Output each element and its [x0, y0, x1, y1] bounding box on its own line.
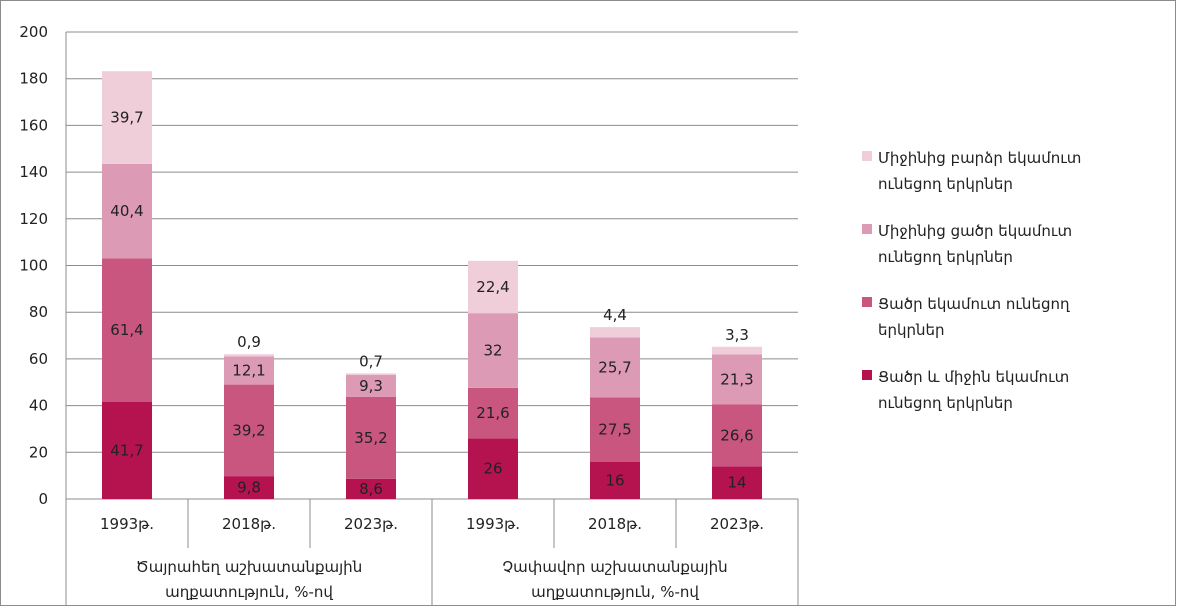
data-label: 39,2	[232, 421, 265, 439]
data-labels: 41,7 61,4 40,4 39,7 9,8 39,2 12,1 0,9 8,6 35,2 9,3…	[110, 109, 753, 498]
data-label: 26	[483, 460, 502, 478]
bar-segment	[590, 337, 640, 398]
data-label: 41,7	[110, 441, 143, 459]
bar-segment	[590, 327, 640, 338]
bar-segment	[224, 476, 274, 499]
y-tick-label: 120	[19, 210, 48, 228]
bar-segment	[712, 354, 762, 405]
y-tick-label: 160	[19, 116, 48, 134]
x-tick-label: 2018թ.	[588, 515, 642, 533]
legend-item-upper-middle: Միջինից բարձր եկամուտ ունեցող երկրներ	[862, 145, 1162, 197]
bar-segment	[102, 401, 152, 499]
group-label: Ծայրահեղ աշխատանքային աղքատություն, %-ով	[136, 558, 362, 601]
bar-segment	[102, 163, 152, 259]
data-label: 21,6	[476, 404, 509, 422]
group-label: Չափավոր աշխատանքային աղքատություն, %-ով	[502, 558, 727, 601]
legend-label: Ցածր և միջին եկամուտ ունեցող երկրներ	[878, 368, 1070, 412]
data-label: 8,6	[359, 480, 383, 498]
data-label: 35,2	[354, 429, 387, 447]
data-label: 9,3	[359, 377, 383, 395]
bars	[102, 71, 762, 499]
x-tick-label: 2023թ.	[710, 515, 764, 533]
x-axis: 1993թ. 2018թ. 2023թ. 1993թ. 2018թ. 2023թ. Ծայր…	[65, 499, 799, 606]
y-tick-label: 20	[29, 443, 48, 461]
legend: Միջինից բարձր եկամուտ ունեցող երկրներ Մի…	[862, 145, 1162, 437]
bar-segment	[346, 375, 396, 397]
x-tick-label: 2023թ.	[344, 515, 398, 533]
bar-segment	[346, 373, 396, 376]
x-tick-label: 2018թ.	[222, 515, 276, 533]
bar-segment	[712, 466, 762, 499]
bar-segment	[712, 346, 762, 355]
data-label: 27,5	[598, 421, 631, 439]
bar-segment	[346, 478, 396, 499]
y-tick-label: 200	[19, 23, 48, 41]
bar-segment	[712, 404, 762, 467]
x-tick-label: 1993թ.	[100, 515, 154, 533]
y-tick-label: 100	[19, 257, 48, 275]
bar-segment	[346, 396, 396, 479]
data-label: 26,6	[720, 426, 753, 444]
x-tick-label: 1993թ.	[466, 515, 520, 533]
data-label: 4,4	[603, 306, 627, 324]
y-tick-label: 60	[29, 350, 48, 368]
legend-item-low-and-middle: Ցածր և միջին եկամուտ ունեցող երկրներ	[862, 364, 1162, 416]
data-label: 22,4	[476, 278, 509, 296]
data-label: 61,4	[110, 321, 143, 339]
bar-segment	[468, 387, 518, 439]
y-tick-label: 40	[29, 397, 48, 415]
bar-segment	[224, 354, 274, 357]
grid-lines	[65, 31, 798, 500]
y-axis-ticks: 0 20 40 60 80 100 120 140 160 180 200	[19, 23, 48, 508]
y-tick-label: 180	[19, 70, 48, 88]
data-label: 32	[483, 341, 502, 359]
bar-segment	[468, 260, 518, 314]
bar-segment	[468, 313, 518, 388]
data-label: 39,7	[110, 109, 143, 127]
legend-label: Ցածր եկամուտ ունեցող երկրներ	[878, 295, 1070, 339]
bar-segment	[590, 397, 640, 462]
legend-swatch	[862, 151, 872, 161]
y-tick-label: 140	[19, 163, 48, 181]
data-label: 14	[727, 474, 746, 492]
legend-swatch	[862, 370, 872, 380]
data-label: 0,9	[237, 333, 261, 351]
legend-swatch	[862, 297, 872, 307]
y-tick-label: 0	[38, 490, 48, 508]
data-label: 25,7	[598, 358, 631, 376]
legend-item-low: Ցածր եկամուտ ունեցող երկրներ	[862, 291, 1162, 343]
data-label: 9,8	[237, 479, 261, 497]
data-label: 16	[605, 471, 624, 489]
bar-segment	[102, 258, 152, 402]
bar-segment	[224, 384, 274, 477]
legend-item-lower-middle: Միջինից ցածր եկամուտ ունեցող երկրներ	[862, 218, 1162, 270]
bar-segment	[468, 438, 518, 499]
legend-label: Միջինից բարձր եկամուտ ունեցող երկրներ	[878, 149, 1082, 193]
data-label: 0,7	[359, 352, 383, 370]
bar-segment	[102, 71, 152, 164]
data-label: 21,3	[720, 370, 753, 388]
legend-swatch	[862, 224, 872, 234]
bar-segment	[224, 356, 274, 385]
y-tick-label: 80	[29, 303, 48, 321]
legend-label: Միջինից ցածր եկամուտ ունեցող երկրներ	[878, 222, 1073, 266]
data-label: 12,1	[232, 361, 265, 379]
data-label: 40,4	[110, 202, 143, 220]
bar-segment	[590, 461, 640, 499]
data-label: 3,3	[725, 326, 749, 344]
